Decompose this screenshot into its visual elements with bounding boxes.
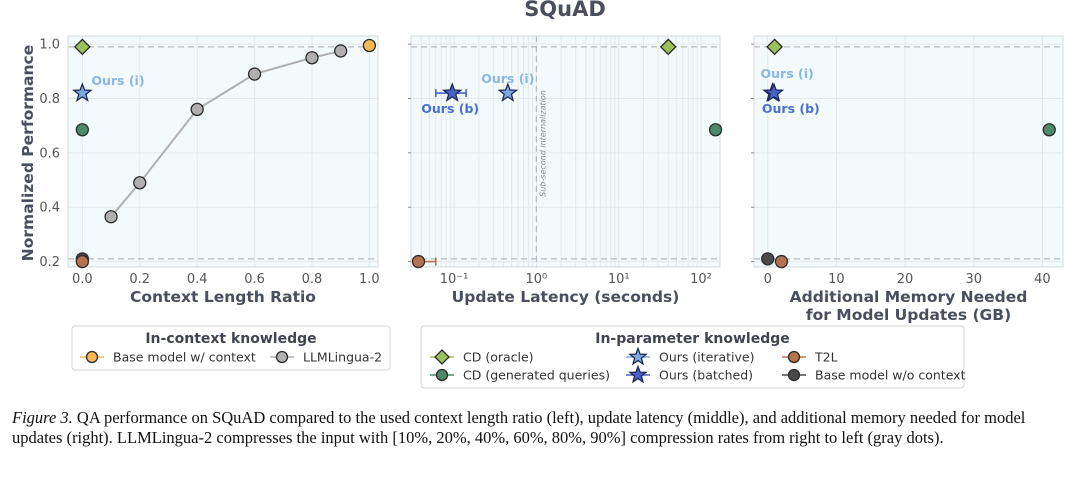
legend-base-no-context-label: Base model w/o context: [815, 368, 966, 383]
legend-box: [71, 325, 391, 371]
legend-title: In-context knowledge: [145, 331, 316, 347]
llmlingua-point: [305, 51, 319, 65]
legend-cd-oracle-label: CD (oracle): [463, 350, 534, 365]
cd-oracle-point: [73, 38, 91, 56]
base-with-context-point: [362, 38, 377, 53]
sub-second-label: Sub-second internalization: [538, 90, 547, 197]
ours-iterative-annotation: Ours (i): [481, 71, 534, 86]
llmlingua-point: [334, 44, 348, 58]
legend-in-context: In-context knowledge Base model w/ contex…: [71, 325, 391, 371]
panel-memory-frame: [753, 35, 1064, 268]
legend-ours-iterative-marker: [628, 346, 648, 366]
x-tick-label: 0.2: [129, 272, 150, 287]
panel-latency-background: [411, 36, 720, 267]
panel-latency: Sub-second internalization 10⁻¹ 10⁰ 10¹ 10² U…: [408, 35, 723, 306]
y-tick-label: 0.8: [39, 92, 60, 107]
legend-ours-batched-label: Ours (batched): [659, 368, 753, 383]
x-tick-label: 1.0: [359, 272, 380, 287]
x-tick-label: 0.8: [302, 272, 323, 287]
panel-context-frame: [67, 35, 379, 268]
llmlingua-point: [190, 102, 204, 117]
x-tick-label: 20: [897, 272, 914, 287]
ours-batched-point: [763, 82, 785, 102]
legend-base-with-context-marker: [85, 350, 99, 364]
legend-base-no-context-marker: [787, 368, 801, 382]
t2l-point: [774, 254, 789, 269]
t2l-point: [75, 254, 90, 269]
x-tick-label: 0: [764, 272, 772, 287]
x-axis-label: Context Length Ratio: [130, 288, 316, 306]
t2l-point: [411, 254, 426, 269]
panel-latency-frame: [410, 35, 721, 268]
y-tick-label: 0.6: [39, 146, 60, 161]
legend-t2l-marker: [787, 350, 801, 364]
legend-cd-generated-marker: [435, 368, 449, 382]
base-no-context-point: [761, 252, 775, 266]
legend-ours-batched-marker: [628, 364, 648, 384]
y-tick-label: 0.2: [39, 255, 60, 270]
x-tick-label: 0.0: [72, 272, 93, 287]
ours-iterative-annotation: Ours (i): [91, 73, 144, 88]
legend-llmlingua-marker: [275, 350, 289, 364]
figure-caption: Figure 3. QA performance on SQuAD compar…: [12, 408, 1072, 448]
y-tick-label: 0.4: [39, 201, 60, 216]
x-tick-label: 0.6: [244, 272, 265, 287]
legend-cd-generated-label: CD (generated queries): [463, 368, 610, 383]
cd-oracle-point: [659, 38, 677, 56]
x-tick-label: 0.4: [187, 272, 208, 287]
caption-text: QA performance on SQuAD compared to the …: [12, 408, 1026, 447]
y-axis-label: Normalized Performance: [19, 45, 37, 261]
ours-batched-point: [441, 82, 463, 102]
llmlingua-point: [104, 210, 118, 224]
cd-oracle-point: [766, 38, 784, 56]
figure-title: SQuAD: [524, 0, 606, 21]
legends: In-context knowledge Base model w/ contex…: [71, 325, 966, 389]
panel-memory-background: [754, 36, 1063, 267]
legend-box: [420, 325, 965, 389]
cd-generated-point: [75, 123, 90, 137]
legend-title: In-parameter knowledge: [595, 331, 790, 347]
squad-figure: SQuAD Normalized Performance 0.20.40.60.…: [19, 0, 1064, 389]
x-tick-label: 10: [828, 272, 845, 287]
x-tick-label: 10⁻¹: [440, 272, 469, 287]
x-tick-label: 40: [1034, 272, 1051, 287]
cd-generated-point: [1042, 123, 1056, 137]
legend-in-parameter: In-parameter knowledge CD (oracle) CD (gen…: [420, 325, 966, 389]
x-axis-label: for Model Updates (GB): [806, 306, 1011, 324]
legend-cd-oracle-marker: [434, 349, 450, 365]
x-tick-label: 30: [965, 272, 982, 287]
ours-iterative-point: [497, 82, 519, 102]
ours-batched-annotation: Ours (b): [762, 101, 820, 116]
llmlingua-point: [247, 67, 262, 81]
x-axis-label: Additional Memory Needed: [790, 288, 1028, 306]
legend-t2l-label: T2L: [814, 350, 838, 365]
chart-panels: 0.2 0.4 0.6 0.8 1.0 0.0 0.2 0.4 0.6 0.8 1.0 Context…: [39, 35, 1064, 324]
legend-llmlingua-label: LLMLingua-2: [303, 350, 382, 365]
x-tick-label: 10²: [690, 272, 712, 287]
cd-generated-point: [708, 123, 723, 137]
y-tick-label: 1.0: [39, 38, 60, 53]
panel-context-background: [68, 36, 378, 267]
x-tick-label: 10¹: [608, 272, 630, 287]
x-tick-label: 10⁰: [525, 272, 547, 287]
x-axis-label: Update Latency (seconds): [452, 288, 680, 306]
llmlingua-point: [133, 176, 147, 190]
ours-batched-annotation: Ours (b): [421, 101, 479, 116]
legend-ours-iterative-label: Ours (iterative): [659, 350, 754, 365]
legend-base-with-context-label: Base model w/ context: [113, 350, 256, 365]
panel-context: 0.2 0.4 0.6 0.8 1.0 0.0 0.2 0.4 0.6 0.8 1.0 Context…: [39, 35, 380, 306]
ours-iterative-annotation: Ours (i): [761, 66, 814, 81]
ours-iterative-point: [72, 82, 93, 102]
caption-label: Figure 3.: [12, 408, 73, 427]
